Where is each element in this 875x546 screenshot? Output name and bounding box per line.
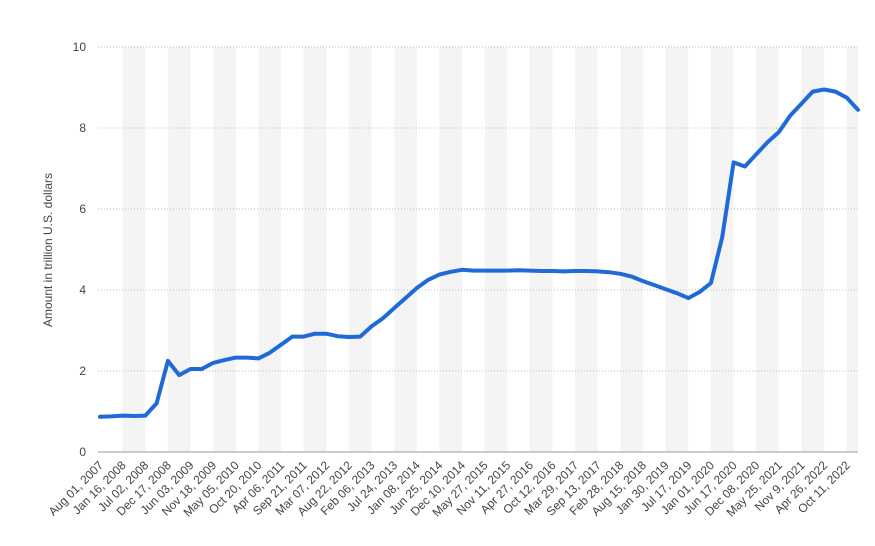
band	[575, 47, 598, 452]
band	[303, 47, 327, 452]
y-axis-label: Amount in trillion U.S. dollars	[41, 173, 55, 327]
band	[665, 47, 689, 452]
band	[484, 47, 508, 452]
background-bands	[122, 47, 858, 452]
y-tick-label: 6	[79, 202, 86, 216]
band	[756, 47, 779, 452]
band	[439, 47, 463, 452]
band	[846, 47, 858, 452]
band	[122, 47, 146, 452]
y-tick-label: 0	[79, 445, 86, 459]
band	[620, 47, 644, 452]
band	[348, 47, 372, 452]
y-tick-label: 8	[79, 121, 86, 135]
band	[394, 47, 417, 452]
band	[213, 47, 236, 452]
band	[167, 47, 191, 452]
band	[710, 47, 734, 452]
band	[529, 47, 553, 452]
y-tick-label: 2	[79, 364, 86, 378]
line	[98, 87, 860, 419]
band	[801, 47, 825, 452]
y-tick-label: 4	[79, 283, 86, 297]
y-tick-label: 10	[73, 40, 87, 54]
band	[258, 47, 282, 452]
